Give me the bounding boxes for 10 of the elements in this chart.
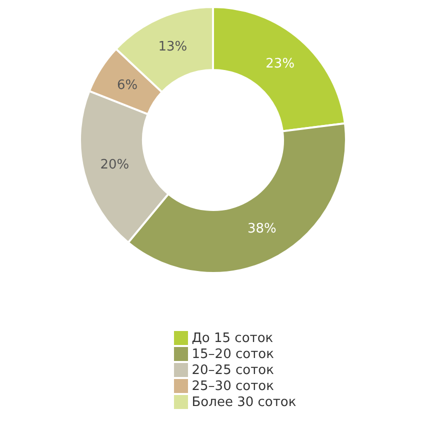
legend-label: 20–25 соток: [192, 363, 274, 378]
data-label: 13%: [158, 39, 188, 54]
legend-label: 15–20 соток: [192, 347, 274, 362]
data-label: 23%: [266, 56, 295, 72]
legend-label: 25–30 соток: [192, 379, 274, 394]
legend-label: До 15 соток: [192, 331, 274, 346]
data-label: 20%: [100, 158, 130, 173]
data-label: 6%: [116, 78, 138, 94]
legend-label: Более 30 соток: [192, 395, 296, 410]
data-label: 38%: [247, 221, 276, 236]
